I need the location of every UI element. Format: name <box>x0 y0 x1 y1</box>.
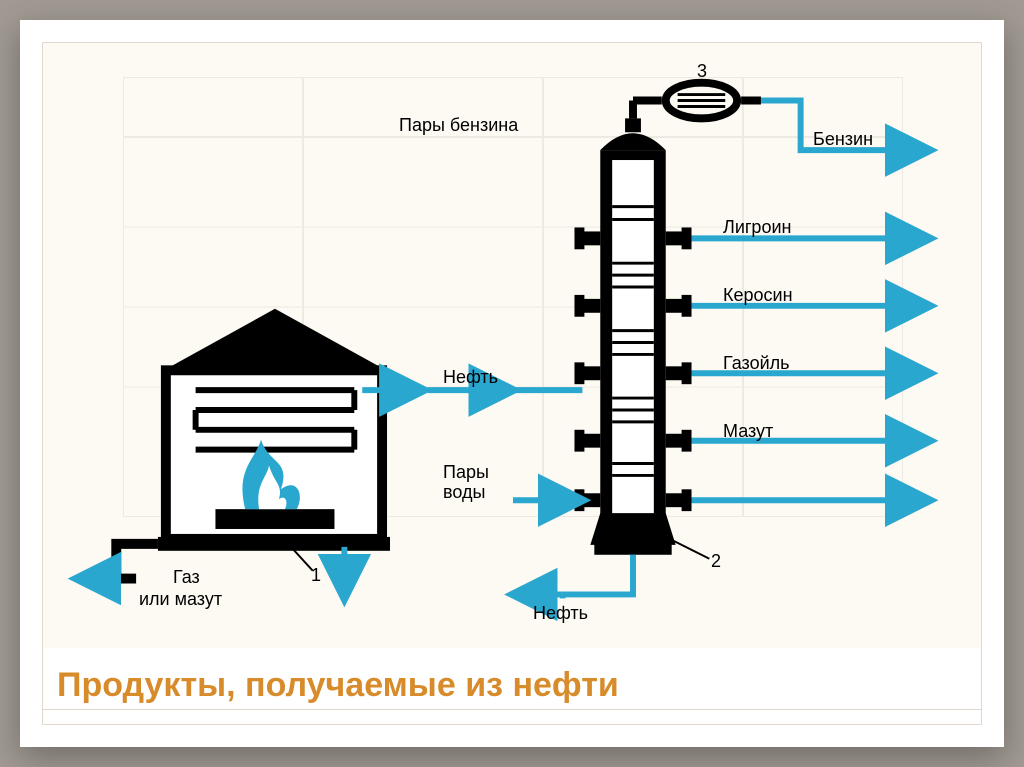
caption-bar: Продукты, получаемые из нефти <box>43 648 981 724</box>
label-ligroin: Лигроин <box>723 217 791 238</box>
label-number-3: 3 <box>697 61 707 82</box>
furnace-icon <box>116 309 423 579</box>
label-or-mazut: или мазут <box>139 589 222 610</box>
label-oil-in: Нефть <box>443 367 498 388</box>
label-mazut: Мазут <box>723 421 773 442</box>
label-number-1: 1 <box>311 565 321 586</box>
label-kerosene: Керосин <box>723 285 793 306</box>
label-gasoil: Газойль <box>723 353 790 374</box>
oil-distillation-diagram: Пары бензина 3 Бензин Лигроин Керосин Га… <box>43 43 981 648</box>
label-gasoline: Бензин <box>813 129 873 150</box>
caption-rule <box>43 709 981 710</box>
condenser-icon <box>633 83 761 119</box>
label-number-2: 2 <box>711 551 721 572</box>
label-steam: Парыводы <box>443 463 489 503</box>
label-oil-out: Нефть <box>533 603 588 624</box>
label-vapor-gasoline: Пары бензина <box>399 115 518 136</box>
label-gas: Газ <box>173 567 200 588</box>
caption-title: Продукты, получаемые из нефти <box>57 666 619 704</box>
